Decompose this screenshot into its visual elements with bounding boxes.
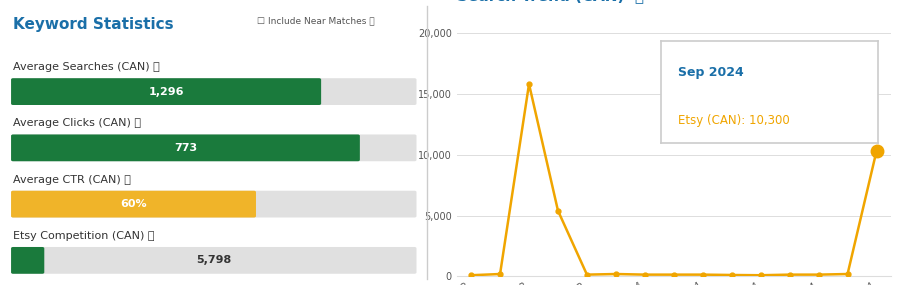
FancyBboxPatch shape [11, 191, 256, 217]
Text: 60%: 60% [121, 199, 147, 209]
FancyBboxPatch shape [11, 78, 321, 105]
Text: Average CTR (CAN) ⓘ: Average CTR (CAN) ⓘ [14, 175, 131, 185]
Text: 1,296: 1,296 [148, 87, 184, 97]
FancyBboxPatch shape [11, 247, 44, 274]
FancyBboxPatch shape [11, 191, 417, 217]
FancyBboxPatch shape [11, 78, 417, 105]
Text: Average Searches (CAN) ⓘ: Average Searches (CAN) ⓘ [14, 62, 160, 72]
FancyBboxPatch shape [11, 247, 417, 274]
Text: 773: 773 [174, 143, 197, 153]
Text: Search Trend (CAN)  ⓘ: Search Trend (CAN) ⓘ [456, 0, 644, 3]
FancyBboxPatch shape [11, 135, 360, 161]
Text: 5,798: 5,798 [196, 255, 231, 265]
Text: Average Clicks (CAN) ⓘ: Average Clicks (CAN) ⓘ [14, 118, 141, 128]
Text: ☐ Include Near Matches ⓘ: ☐ Include Near Matches ⓘ [257, 17, 374, 26]
Text: Keyword Statistics: Keyword Statistics [14, 17, 174, 32]
Text: Etsy Competition (CAN) ⓘ: Etsy Competition (CAN) ⓘ [14, 231, 155, 241]
FancyBboxPatch shape [11, 135, 417, 161]
